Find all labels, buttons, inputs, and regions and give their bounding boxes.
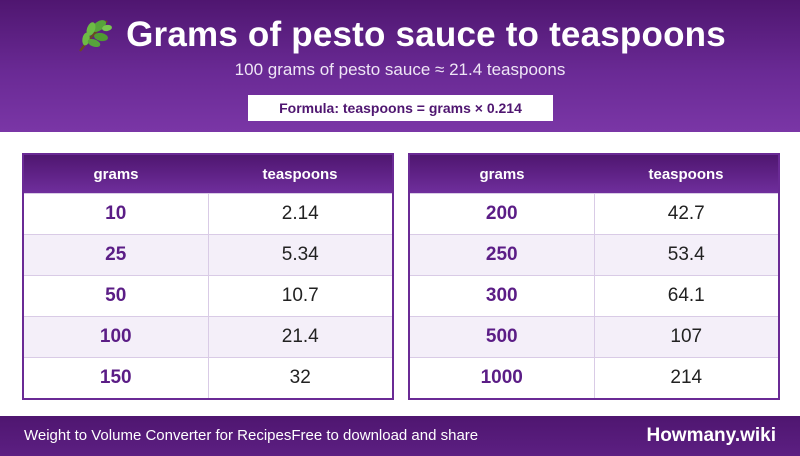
grams-cell: 200 (410, 194, 595, 234)
header-banner: Grams of pesto sauce to teaspoons 100 gr… (0, 0, 800, 132)
teaspoons-cell: 2.14 (281, 203, 319, 224)
formula-box: Formula: teaspoons = grams × 0.214 (248, 95, 553, 121)
title-row: Grams of pesto sauce to teaspoons (0, 12, 800, 58)
footer-download-note: Free to download and share (291, 427, 479, 444)
grams-cell: 500 (410, 317, 595, 357)
table-row: 100 21.4 (24, 316, 392, 357)
table-row: 200 42.7 (410, 193, 778, 234)
table-row: 50 10.7 (24, 275, 392, 316)
leaf-icon (79, 20, 113, 52)
table-header: grams teaspoons (24, 155, 392, 193)
table-row: 25 5.34 (24, 234, 392, 275)
column-header-grams: grams (93, 165, 139, 183)
grams-cell: 300 (410, 276, 595, 316)
teaspoons-cell: 42.7 (667, 203, 705, 224)
table-row: 500 107 (410, 316, 778, 357)
table-row: 150 32 (24, 357, 392, 398)
teaspoons-cell: 5.34 (281, 244, 319, 265)
grams-cell: 250 (410, 235, 595, 275)
table-row: 300 64.1 (410, 275, 778, 316)
grams-cell: 150 (24, 358, 209, 398)
grams-cell: 100 (24, 317, 209, 357)
grams-cell: 10 (24, 194, 209, 234)
table-row: 10 2.14 (24, 193, 392, 234)
teaspoons-cell: 64.1 (667, 285, 705, 306)
brand-name[interactable]: Howmany.wiki (646, 425, 776, 446)
teaspoons-cell: 10.7 (281, 285, 319, 306)
table-header: grams teaspoons (410, 155, 778, 193)
grams-cell: 1000 (410, 358, 595, 398)
teaspoons-cell: 21.4 (281, 326, 319, 347)
footer-converter-title: Weight to Volume Converter for Recipes (24, 427, 292, 444)
conversion-table-right: grams teaspoons 200 42.7 250 53.4 300 64… (408, 153, 780, 400)
grams-cell: 25 (24, 235, 209, 275)
footer-text: Weight to Volume Converter for RecipesFr… (24, 416, 478, 456)
conversion-table-left: grams teaspoons 10 2.14 25 5.34 50 10.7 … (22, 153, 394, 400)
teaspoons-cell: 32 (289, 367, 311, 388)
column-header-teaspoons: teaspoons (262, 165, 338, 183)
table-row: 1000 214 (410, 357, 778, 398)
column-header-teaspoons: teaspoons (648, 165, 724, 183)
column-header-grams: grams (479, 165, 525, 183)
footer-bar: Weight to Volume Converter for RecipesFr… (0, 416, 800, 456)
page-title: Grams of pesto sauce to teaspoons (126, 15, 726, 54)
table-row: 250 53.4 (410, 234, 778, 275)
grams-cell: 50 (24, 276, 209, 316)
teaspoons-cell: 214 (670, 367, 703, 388)
teaspoons-cell: 53.4 (667, 244, 705, 265)
teaspoons-cell: 107 (670, 326, 703, 347)
conversion-summary: 100 grams of pesto sauce ≈ 21.4 teaspoon… (234, 60, 566, 79)
